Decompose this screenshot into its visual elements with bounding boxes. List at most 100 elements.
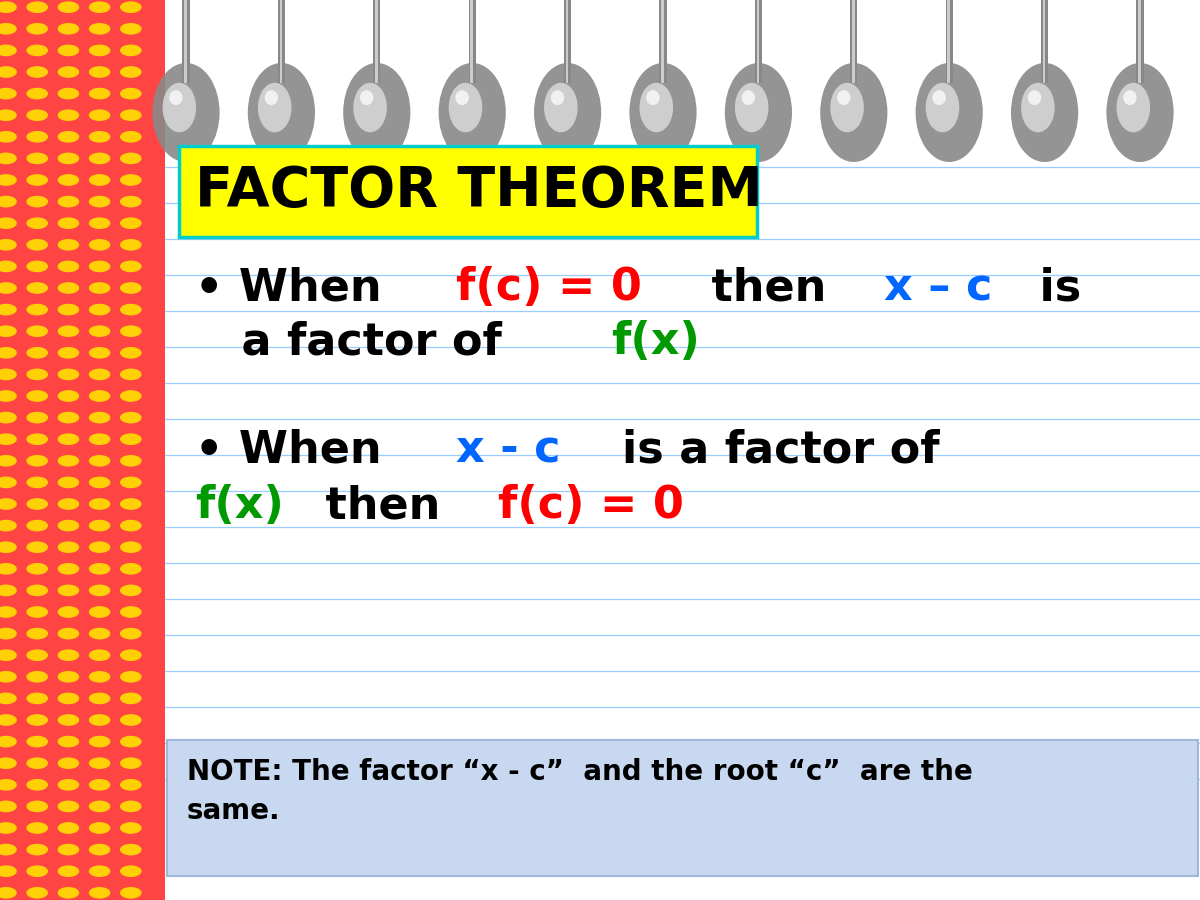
Ellipse shape (26, 261, 48, 272)
Ellipse shape (89, 778, 110, 790)
Ellipse shape (0, 778, 17, 790)
Ellipse shape (120, 44, 142, 56)
Ellipse shape (0, 411, 17, 424)
Ellipse shape (120, 650, 142, 661)
Ellipse shape (89, 196, 110, 208)
Ellipse shape (830, 83, 864, 132)
Ellipse shape (58, 218, 79, 230)
FancyBboxPatch shape (566, 0, 569, 83)
Ellipse shape (26, 218, 48, 230)
Ellipse shape (89, 715, 110, 725)
Ellipse shape (0, 844, 17, 855)
Ellipse shape (89, 23, 110, 35)
Ellipse shape (89, 607, 110, 617)
Ellipse shape (0, 2, 17, 14)
Ellipse shape (438, 63, 506, 162)
Ellipse shape (89, 261, 110, 272)
Ellipse shape (0, 218, 17, 230)
Ellipse shape (26, 304, 48, 316)
Ellipse shape (120, 196, 142, 208)
Ellipse shape (26, 369, 48, 380)
Ellipse shape (120, 390, 142, 401)
Ellipse shape (120, 801, 142, 812)
Ellipse shape (734, 83, 768, 132)
Ellipse shape (449, 83, 482, 132)
Text: • When: • When (194, 266, 397, 310)
Ellipse shape (26, 844, 48, 855)
FancyBboxPatch shape (852, 0, 854, 83)
Ellipse shape (152, 63, 220, 162)
Ellipse shape (120, 715, 142, 725)
Text: then: then (310, 484, 456, 527)
Ellipse shape (0, 261, 17, 272)
FancyBboxPatch shape (661, 0, 664, 83)
Ellipse shape (26, 499, 48, 509)
Ellipse shape (89, 369, 110, 380)
Ellipse shape (89, 218, 110, 230)
Ellipse shape (1012, 63, 1079, 162)
FancyBboxPatch shape (182, 0, 190, 83)
Ellipse shape (0, 628, 17, 639)
Ellipse shape (89, 131, 110, 143)
Ellipse shape (58, 131, 79, 143)
Ellipse shape (26, 758, 48, 769)
Ellipse shape (0, 541, 17, 553)
Ellipse shape (89, 44, 110, 56)
Ellipse shape (120, 736, 142, 747)
Text: • When: • When (194, 428, 397, 472)
Ellipse shape (0, 887, 17, 898)
Ellipse shape (360, 90, 373, 105)
Text: is a factor of: is a factor of (590, 428, 940, 472)
Ellipse shape (89, 88, 110, 100)
Ellipse shape (120, 88, 142, 100)
Ellipse shape (120, 455, 142, 466)
Ellipse shape (247, 63, 314, 162)
Ellipse shape (120, 239, 142, 251)
Ellipse shape (58, 455, 79, 466)
Ellipse shape (26, 88, 48, 100)
Ellipse shape (120, 369, 142, 380)
Ellipse shape (58, 607, 79, 617)
Ellipse shape (58, 477, 79, 488)
Ellipse shape (1123, 90, 1136, 105)
Ellipse shape (120, 519, 142, 531)
Ellipse shape (120, 23, 142, 35)
Ellipse shape (89, 671, 110, 682)
Ellipse shape (26, 326, 48, 338)
Ellipse shape (26, 887, 48, 898)
Ellipse shape (89, 693, 110, 704)
Ellipse shape (89, 347, 110, 359)
Ellipse shape (120, 823, 142, 833)
Ellipse shape (0, 801, 17, 812)
Ellipse shape (0, 499, 17, 509)
Ellipse shape (120, 844, 142, 855)
Ellipse shape (26, 693, 48, 704)
FancyBboxPatch shape (946, 0, 953, 83)
Ellipse shape (58, 67, 79, 78)
Ellipse shape (0, 131, 17, 143)
Ellipse shape (58, 23, 79, 35)
Text: FACTOR THEOREM: FACTOR THEOREM (194, 164, 763, 219)
Ellipse shape (120, 607, 142, 617)
Ellipse shape (916, 63, 983, 162)
Ellipse shape (26, 175, 48, 186)
Ellipse shape (120, 131, 142, 143)
Ellipse shape (89, 477, 110, 488)
Ellipse shape (0, 477, 17, 488)
Ellipse shape (26, 585, 48, 596)
Ellipse shape (742, 90, 755, 105)
Ellipse shape (0, 433, 17, 446)
Ellipse shape (343, 63, 410, 162)
Ellipse shape (58, 326, 79, 338)
FancyBboxPatch shape (166, 0, 1200, 900)
Ellipse shape (120, 326, 142, 338)
Ellipse shape (58, 44, 79, 56)
Ellipse shape (120, 433, 142, 446)
FancyBboxPatch shape (180, 146, 757, 237)
Ellipse shape (640, 83, 673, 132)
Ellipse shape (26, 283, 48, 293)
Ellipse shape (647, 90, 660, 105)
Ellipse shape (120, 175, 142, 186)
FancyBboxPatch shape (277, 0, 286, 83)
Ellipse shape (89, 2, 110, 14)
